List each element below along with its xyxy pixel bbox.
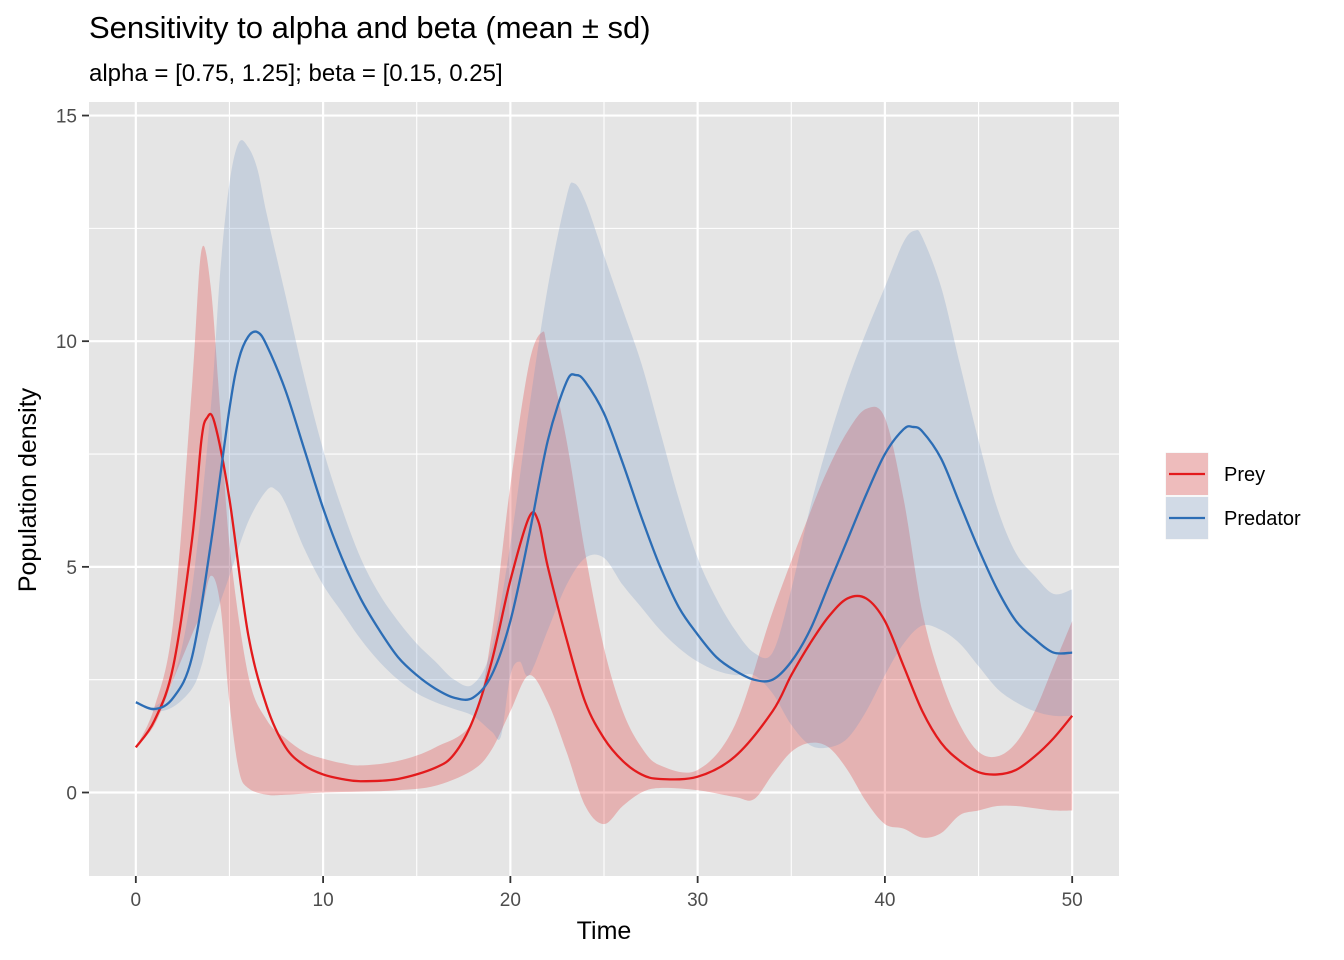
- y-tick-label: 5: [66, 558, 77, 579]
- legend-label-prey: Prey: [1224, 464, 1265, 486]
- y-tick-label: 15: [56, 107, 77, 128]
- x-tick-label: 40: [874, 890, 895, 911]
- x-tick-label: 10: [313, 890, 334, 911]
- y-tick-label: 10: [56, 332, 77, 353]
- prey-mean-line: [134, 412, 1074, 783]
- x-tick-label: 30: [687, 890, 708, 911]
- predator-sd-band: [135, 140, 1073, 749]
- legend-label-predator: Predator: [1224, 508, 1301, 530]
- sd-bands: [135, 140, 1073, 838]
- mean-lines: [134, 330, 1074, 783]
- grid-lines: [89, 102, 1119, 876]
- x-tick-label: 20: [500, 890, 521, 911]
- prey-sd-band: [135, 245, 1073, 838]
- y-axis-title: Population density: [14, 387, 42, 592]
- axes: 0 10 20 30 40 50 0 5 10 15: [56, 107, 1083, 911]
- chart-subtitle: alpha = [0.75, 1.25]; beta = [0.15, 0.25…: [89, 60, 503, 87]
- y-tick-label: 0: [66, 784, 77, 805]
- chart-title: Sensitivity to alpha and beta (mean ± sd…: [89, 10, 651, 45]
- legend: Prey Predator: [1164, 451, 1301, 541]
- x-tick-label: 0: [131, 890, 142, 911]
- x-axis-title: Time: [577, 917, 632, 945]
- predator-mean-line: [135, 330, 1073, 711]
- x-tick-label: 50: [1062, 890, 1083, 911]
